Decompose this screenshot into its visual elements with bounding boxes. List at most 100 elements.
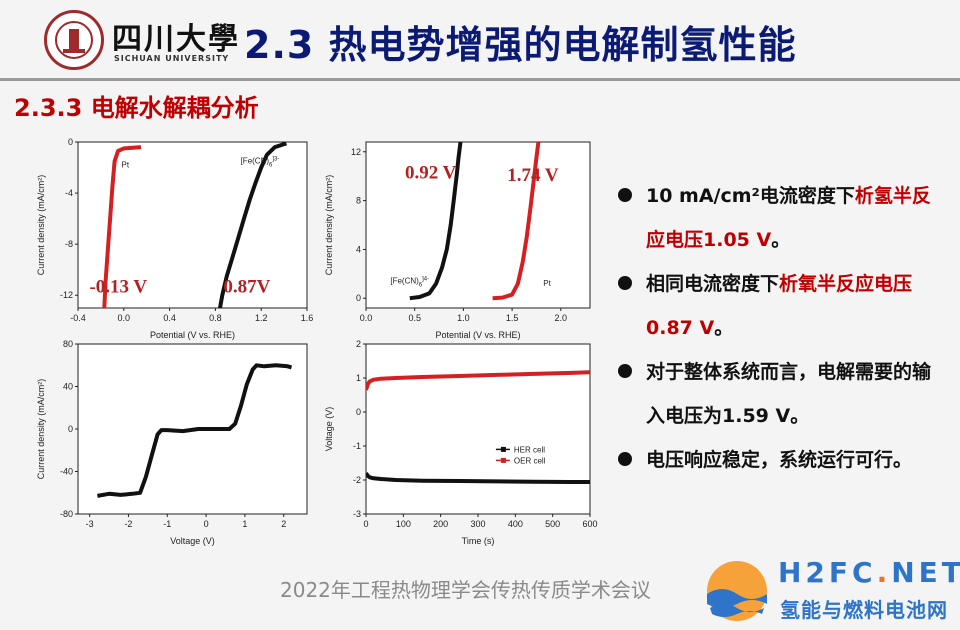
y-tick-label: 4	[356, 244, 361, 254]
x-tick-label: 2	[281, 519, 286, 529]
x-tick-label: 0.0	[360, 313, 373, 323]
slide-title: 2.3 热电势增强的电解制氢性能	[244, 23, 797, 67]
plot-frame	[365, 141, 591, 309]
bullet-text: 10 mA/cm²电流密度下	[646, 185, 855, 207]
chart-voltage-time: 0 100 200 300 400 500 600 2 1 0 -1 -2 -3 Time (s) Volt…	[318, 336, 598, 550]
chart-oxygen-lsv: 0.0 0.5 1.0 1.5 2.0 0 4 8 12 Potential (V vs. RHE…	[318, 134, 598, 344]
series-line	[366, 472, 590, 484]
y-tick-label: -12	[60, 290, 73, 300]
x-tick-label: 500	[545, 519, 560, 529]
chart-svg: -0.4 0.0 0.4 0.8 1.2 1.6 0 -4 -8 -12 Potential (V …	[36, 137, 314, 340]
chart-svg: -3 -2 -1 0 1 2 80 40 0 -40 -80 Voltage (V) Current d…	[36, 339, 308, 546]
series-line	[102, 145, 142, 308]
x-tick-label: 400	[508, 519, 523, 529]
series-line	[366, 370, 590, 391]
university-name-cn: 四川大學	[112, 22, 240, 57]
watermark-cn: 氢能与燃料电池网	[780, 598, 948, 622]
bullet-dot-icon	[618, 452, 632, 466]
y-tick-label: 1	[356, 373, 361, 383]
chart-pt-hydrogen-lsv: -0.4 0.0 0.4 0.8 1.2 1.6 0 -4 -8 -12 Potential (V …	[30, 134, 315, 344]
y-tick-label: 0	[68, 424, 73, 434]
conference-footer: 2022年工程热物理学会传热传质学术会议	[280, 578, 651, 602]
voltage-annotation: 0.92 V	[405, 163, 457, 184]
x-tick-label: 0.4	[163, 313, 176, 323]
x-tick-label: 1	[242, 519, 247, 529]
x-tick-label: 0	[363, 519, 368, 529]
bullet-text: 相同电流密度下	[646, 273, 780, 295]
section-subtitle: 2.3.3 电解水解耦分析	[14, 94, 259, 122]
y-tick-label: -80	[60, 509, 73, 519]
bullet-highlight: 析氢半反应电压1.05 V	[646, 185, 931, 251]
y-axis-label: Current density (mA/cm²)	[324, 175, 334, 276]
watermark-en: H2FC.NET	[778, 556, 960, 589]
y-tick-label: -4	[65, 188, 73, 198]
bullet-text: 。	[714, 317, 734, 339]
x-tick-label: 1.5	[506, 313, 519, 323]
series-line	[492, 142, 541, 301]
chart-svg: 0.0 0.5 1.0 1.5 2.0 0 4 8 12 Potential (V vs. RHE…	[324, 141, 591, 340]
x-axis-label: Time (s)	[462, 536, 495, 546]
conclusion-bullets: 10 mA/cm²电流密度下析氢半反应电压1.05 V。 相同电流密度下析氧半反…	[614, 174, 934, 482]
y-tick-label: 12	[351, 147, 361, 157]
x-axis-label: Potential (V vs. RHE)	[150, 330, 235, 340]
plot-frame	[77, 141, 308, 309]
voltage-annotation: 1.74 V	[507, 165, 559, 186]
x-tick-label: 0.5	[408, 313, 421, 323]
y-tick-label: 2	[356, 339, 361, 349]
x-tick-label: 600	[582, 519, 597, 529]
x-axis-label: Potential (V vs. RHE)	[435, 330, 520, 340]
voltage-annotation: 0.87V	[223, 277, 270, 298]
bullet-item: 对于整体系统而言，电解需要的输入电压为1.59 V。	[614, 350, 934, 438]
x-tick-label: 300	[470, 519, 485, 529]
bullet-text: 电压响应稳定，系统运行可行。	[646, 449, 913, 471]
bullet-item: 相同电流密度下析氧半反应电压0.87 V。	[614, 262, 934, 350]
bullet-dot-icon	[618, 276, 632, 290]
x-tick-label: 100	[396, 519, 411, 529]
header-divider	[0, 78, 960, 81]
university-seal-logo	[44, 10, 104, 70]
y-axis-label: Current density (mA/cm²)	[36, 379, 46, 480]
chart-full-cell-iv: -3 -2 -1 0 1 2 80 40 0 -40 -80 Voltage (V) Current d…	[30, 336, 315, 550]
university-name-en: SICHUAN UNIVERSITY	[114, 54, 230, 63]
x-tick-label: 1.2	[255, 313, 268, 323]
x-tick-label: 1.6	[301, 313, 314, 323]
y-axis-label: Voltage (V)	[324, 407, 334, 452]
slide-header: 四川大學 SICHUAN UNIVERSITY 2.3 热电势增强的电解制氢性能	[0, 0, 960, 81]
series-label: Pt	[543, 279, 551, 288]
y-tick-label: -2	[353, 475, 361, 485]
y-tick-label: -40	[60, 467, 73, 477]
y-tick-label: 80	[63, 339, 73, 349]
x-tick-label: -1	[163, 519, 171, 529]
x-tick-label: 0	[204, 519, 209, 529]
x-axis-label: Voltage (V)	[170, 536, 215, 546]
bullet-dot-icon	[618, 188, 632, 202]
y-tick-label: 0	[356, 293, 361, 303]
legend-marker	[500, 457, 506, 463]
legend-marker	[500, 446, 506, 452]
series-line	[218, 142, 288, 308]
y-axis-label: Current density (mA/cm²)	[36, 175, 46, 276]
y-tick-label: 8	[356, 196, 361, 206]
x-tick-label: -0.4	[70, 313, 86, 323]
y-tick-label: 0	[356, 407, 361, 417]
x-tick-label: 2.0	[555, 313, 568, 323]
y-tick-label: -8	[65, 239, 73, 249]
bullet-text: 。	[771, 229, 791, 251]
x-tick-label: 0.0	[118, 313, 131, 323]
legend-label: OER cell	[514, 456, 546, 465]
series-line	[97, 363, 293, 498]
y-tick-label: 40	[63, 382, 73, 392]
bullet-item: 电压响应稳定，系统运行可行。	[614, 438, 934, 482]
series-line	[409, 142, 463, 301]
y-tick-label: -3	[353, 509, 361, 519]
plot-frame	[365, 343, 591, 515]
x-tick-label: -3	[86, 519, 94, 529]
x-tick-label: 200	[433, 519, 448, 529]
h2fc-logo-icon	[707, 561, 767, 621]
bullet-item: 10 mA/cm²电流密度下析氢半反应电压1.05 V。	[614, 174, 934, 262]
chart-svg: 0 100 200 300 400 500 600 2 1 0 -1 -2 -3 Time (s) Volt…	[324, 339, 598, 546]
x-tick-label: 1.0	[457, 313, 470, 323]
legend-label: HER cell	[514, 445, 545, 454]
x-tick-label: -2	[124, 519, 132, 529]
bullet-text: 对于整体系统而言，电解需要的输入电压为1.59 V。	[646, 361, 932, 427]
